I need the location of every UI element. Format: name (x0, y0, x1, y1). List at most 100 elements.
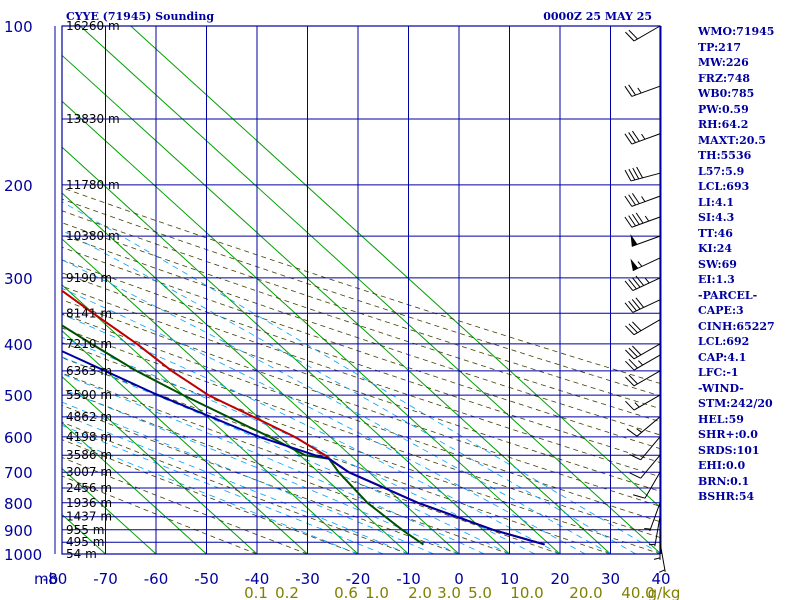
height-label: 955 m (66, 523, 104, 537)
isotherm-line (62, 54, 611, 554)
mixing-ratio-label: 40.0 (621, 584, 654, 600)
wind-barb (625, 354, 661, 371)
mixing-ratio-label: 2.0 (408, 584, 432, 600)
wind-barb (625, 25, 661, 42)
index-entry: SW:69 (698, 257, 737, 271)
index-entry: LI:4.1 (698, 195, 735, 209)
pressure-tick-label: 300 (4, 270, 33, 288)
temperature-tick-label: -70 (93, 570, 118, 588)
wind-barb (625, 394, 661, 411)
wind-barb (626, 416, 661, 437)
index-entry: FRZ:748 (698, 71, 751, 85)
wind-barb (625, 370, 661, 387)
mixing-ratio-label: 5.0 (468, 584, 492, 600)
index-entry: CAP:4.1 (698, 350, 747, 364)
index-entry: BSHR:54 (698, 490, 755, 503)
temperature-tick-label: -80 (43, 570, 68, 588)
wind-barb (625, 319, 661, 336)
index-entry: WMO:71945 (698, 25, 775, 38)
index-entry: EI:1.3 (698, 273, 735, 286)
dry-adiabat-line (62, 421, 409, 554)
wind-barb (630, 257, 661, 272)
index-entry: L57:5.9 (698, 164, 745, 178)
index-entry: TP:217 (698, 40, 742, 54)
height-label: 13830 m (66, 112, 120, 126)
moist-adiabat-line (62, 259, 611, 554)
isotherm-line (62, 284, 359, 554)
moist-adiabat-line (62, 373, 485, 554)
isotherm-line (62, 192, 460, 554)
index-entry: PW:0.59 (698, 102, 749, 116)
sounding-indices-panel: WMO:71945 TP:217 MW:226 FRZ:748 WB0:785 PW:0.… (698, 24, 798, 505)
height-label: 11780 m (66, 178, 120, 192)
index-entry: MAXT:20.5 (698, 133, 766, 147)
height-label: 54 m (66, 547, 97, 561)
temperature-tick-label: 20 (550, 570, 569, 588)
moist-adiabat-line (62, 287, 586, 554)
moist-adiabat-line (62, 413, 409, 554)
pressure-tick-label: 700 (4, 464, 33, 482)
height-label: 3007 m (66, 465, 112, 479)
pressure-tick-label: 600 (4, 429, 33, 447)
temperature-tick-label: -30 (295, 570, 320, 588)
index-entry: SHR+:0.0 (698, 428, 758, 441)
height-label: 1437 m (66, 510, 112, 524)
temperature-tick-label: 10 (500, 570, 519, 588)
mixing-ratio-label: 10.0 (510, 584, 543, 600)
wind-barb (632, 471, 661, 499)
temperature-tick-label: 40 (651, 570, 670, 588)
height-label: 495 m (66, 535, 104, 549)
wind-barb (659, 542, 666, 573)
wind-barb (629, 436, 661, 461)
mixing-ratio-label: 3.0 (437, 584, 461, 600)
isotherm-line (62, 146, 510, 554)
plot-frame (61, 25, 661, 555)
index-entry: -PARCEL- (698, 288, 758, 302)
wind-barbs (624, 25, 666, 573)
index-entry: HEL:59 (698, 412, 744, 426)
moist-adiabat-line (62, 435, 359, 554)
index-entry: -WIND- (698, 381, 744, 395)
isotherm-lines (62, 26, 660, 554)
pressure-tick-label: 800 (4, 495, 33, 513)
index-entry: RH:64.2 (698, 118, 749, 131)
index-entry: LFC:-1 (698, 366, 739, 379)
chart-title: CYYE (71945) Sounding (66, 10, 214, 23)
temperature-tick-label: -60 (144, 570, 169, 588)
wind-barb (629, 454, 661, 479)
index-entry: WB0:785 (698, 87, 755, 100)
wind-barb (624, 275, 661, 292)
mixing-ratio-label: 20.0 (569, 584, 602, 600)
temperature-tick-label: 0 (454, 570, 464, 588)
wind-barb (648, 516, 661, 547)
mixing-ratio-label: 0.1 (244, 584, 268, 600)
moist-adiabat-line (62, 424, 384, 554)
index-entry: CINH:65227 (698, 319, 775, 333)
isotherm-line (62, 421, 207, 554)
index-entry: SRDS:101 (698, 443, 760, 457)
mixing-ratio-label: 0.6 (334, 584, 358, 600)
parcel-profile (62, 350, 545, 546)
mixing-ratio-label: g/kg (648, 584, 681, 600)
sounding-datetime: 0000Z 25 MAY 25 (543, 10, 652, 23)
wind-barb (624, 166, 661, 182)
index-entry: STM:242/20 (698, 397, 773, 410)
profile-lines (62, 289, 545, 546)
index-entry: MW:226 (698, 56, 749, 69)
temperature-tick-label: -10 (396, 570, 421, 588)
pressure-tick-label: 1000 (4, 546, 42, 564)
height-label: 4862 m (66, 410, 112, 424)
pressure-tick-label: 100 (4, 18, 33, 36)
dry-adiabat-line (62, 313, 660, 523)
wind-barb (624, 193, 661, 207)
height-label: 2456 m (66, 481, 112, 495)
index-entry: SI:4.3 (698, 211, 735, 224)
dry-adiabat-line (62, 439, 359, 554)
isotherm-line (62, 100, 561, 554)
wind-barb (624, 84, 661, 97)
pressure-tick-label: 900 (4, 522, 33, 540)
x-axis-unit: mb (34, 570, 58, 588)
index-entry: LCL:692 (698, 335, 750, 348)
